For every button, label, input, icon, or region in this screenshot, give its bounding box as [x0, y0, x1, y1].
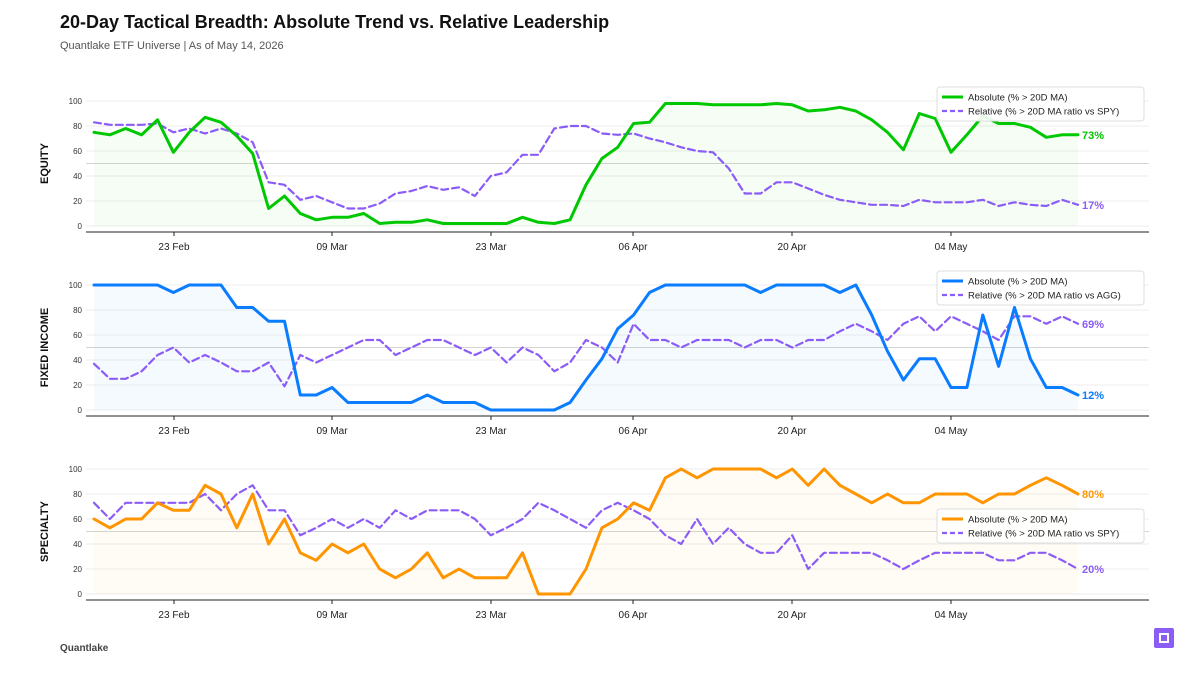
area-fill [94, 469, 1078, 594]
y-tick-label: 100 [69, 465, 83, 474]
legend-label: Relative (% > 20D MA ratio vs SPY) [968, 529, 1119, 540]
legend: Absolute (% > 20D MA) Relative (% > 20D M… [936, 86, 1145, 122]
x-tick-label: 23 Feb [158, 610, 190, 621]
x-tick-label: 06 Apr [619, 610, 649, 621]
panel-specialty: 0 20 40 60 80 100 20% 80% 23 Feb 09 Mar 23 Mar 06 A… [39, 465, 1149, 621]
area-fill [94, 103, 1078, 226]
y-tick-label: 0 [78, 590, 83, 599]
y-tick-label: 0 [78, 222, 83, 231]
y-tick-label: 80 [73, 490, 82, 499]
footer-brand: Quantlake [60, 643, 109, 654]
x-tick-label: 09 Mar [316, 426, 348, 437]
x-tick-label: 09 Mar [316, 610, 348, 621]
x-tick-label: 04 May [935, 242, 968, 253]
chart-subtitle: Quantlake ETF Universe | As of May 14, 2… [60, 40, 284, 52]
y-axis-title: SPECIALTY [39, 500, 51, 562]
legend-label: Relative (% > 20D MA ratio vs AGG) [968, 291, 1121, 302]
y-tick-label: 40 [73, 540, 82, 549]
x-tick-label: 20 Apr [778, 610, 808, 621]
legend-box [936, 508, 1145, 544]
y-axis-title: EQUITY [39, 142, 51, 184]
legend: Absolute (% > 20D MA) Relative (% > 20D M… [936, 270, 1145, 306]
series-line-relative [92, 121, 1080, 210]
series-line-relative [92, 315, 1080, 388]
x-tick-label: 23 Feb [158, 426, 190, 437]
y-tick-label: 0 [78, 406, 83, 415]
logo-icon [1154, 628, 1174, 648]
y-axis-title: FIXED INCOME [39, 308, 51, 387]
x-tick-label: 04 May [935, 426, 968, 437]
x-tick-label: 20 Apr [778, 426, 808, 437]
x-tick-label: 06 Apr [619, 242, 649, 253]
x-tick-label: 23 Mar [475, 610, 507, 621]
legend-box [936, 86, 1145, 122]
x-tick-label: 23 Mar [475, 242, 507, 253]
series-line-relative [92, 484, 1080, 571]
series-line-absolute [92, 102, 1080, 225]
y-tick-label: 60 [73, 515, 82, 524]
y-tick-label: 80 [73, 122, 82, 131]
panel-equity: 0 20 40 60 80 100 17% 73% 23 Feb 09 Mar 23 Mar 06 A… [39, 86, 1149, 253]
x-tick-label: 06 Apr [619, 426, 649, 437]
end-value-label: 17% [1082, 200, 1104, 212]
x-tick-label: 09 Mar [316, 242, 348, 253]
end-value-label: 69% [1082, 319, 1104, 331]
panel-fixed-income: 0 20 40 60 80 100 69% 12% 23 Feb 09 Mar 23 Mar 06 A… [39, 270, 1149, 437]
legend: Absolute (% > 20D MA) Relative (% > 20D M… [936, 508, 1145, 544]
legend-box [936, 270, 1145, 306]
y-tick-label: 20 [73, 381, 82, 390]
y-tick-label: 40 [73, 356, 82, 365]
end-value-label: 73% [1082, 130, 1104, 142]
end-value-label: 12% [1082, 390, 1104, 402]
area-fill [94, 285, 1078, 410]
legend-label: Absolute (% > 20D MA) [968, 277, 1068, 288]
x-tick-label: 23 Feb [158, 242, 190, 253]
legend-label: Relative (% > 20D MA ratio vs SPY) [968, 107, 1119, 118]
y-tick-label: 40 [73, 172, 82, 181]
y-tick-label: 20 [73, 565, 82, 574]
legend-label: Absolute (% > 20D MA) [968, 93, 1068, 104]
chart-title: 20-Day Tactical Breadth: Absolute Trend … [60, 12, 610, 32]
x-tick-label: 04 May [935, 610, 968, 621]
y-tick-label: 100 [69, 281, 83, 290]
series-line-absolute [92, 467, 1080, 596]
y-tick-label: 100 [69, 97, 83, 106]
x-tick-label: 23 Mar [475, 426, 507, 437]
end-value-label: 20% [1082, 564, 1104, 576]
x-tick-label: 20 Apr [778, 242, 808, 253]
y-tick-label: 60 [73, 147, 82, 156]
y-tick-label: 20 [73, 197, 82, 206]
y-tick-label: 80 [73, 306, 82, 315]
end-value-label: 80% [1082, 489, 1104, 501]
y-tick-label: 60 [73, 331, 82, 340]
legend-label: Absolute (% > 20D MA) [968, 515, 1068, 526]
series-line-absolute [92, 283, 1080, 412]
